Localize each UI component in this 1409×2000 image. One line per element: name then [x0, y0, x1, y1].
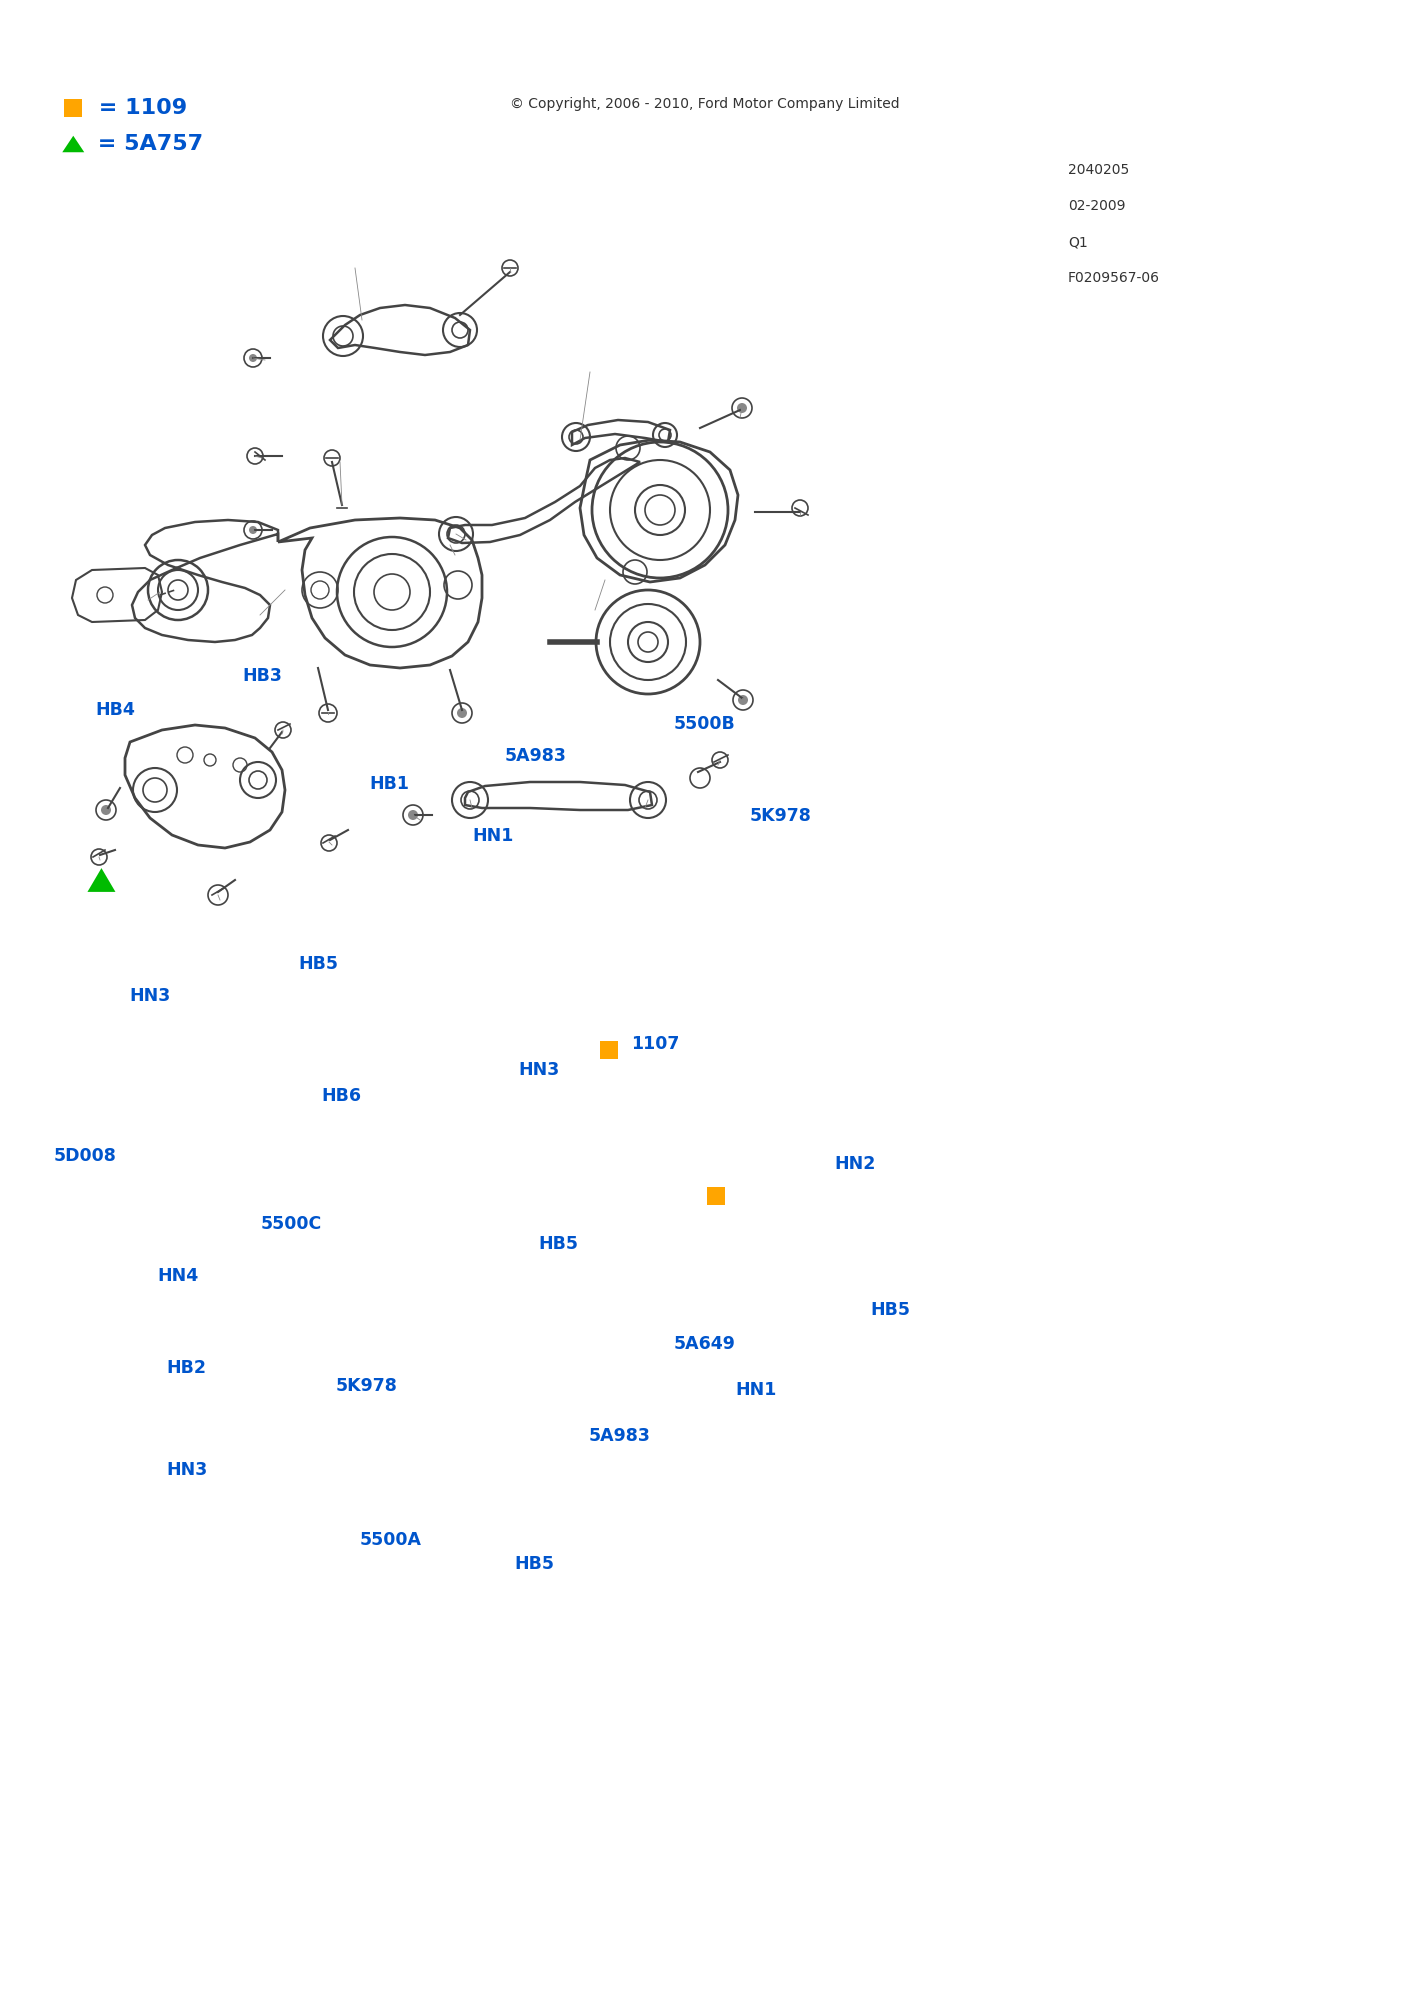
Text: 5K978: 5K978: [335, 1376, 397, 1396]
Text: HN1: HN1: [472, 828, 513, 844]
Circle shape: [737, 404, 747, 414]
Text: HB1: HB1: [369, 774, 409, 792]
Circle shape: [249, 354, 256, 362]
Text: HN1: HN1: [735, 1380, 776, 1400]
Polygon shape: [87, 868, 116, 892]
Text: 5A983: 5A983: [589, 1428, 651, 1444]
Text: HB5: HB5: [538, 1234, 578, 1252]
FancyBboxPatch shape: [65, 98, 82, 116]
FancyBboxPatch shape: [707, 1186, 724, 1204]
Text: HB5: HB5: [514, 1556, 554, 1572]
Text: 1107: 1107: [631, 1036, 679, 1052]
Text: HN3: HN3: [519, 1060, 559, 1080]
FancyBboxPatch shape: [600, 1040, 617, 1060]
Text: F0209567-06: F0209567-06: [1068, 270, 1160, 284]
Text: 5500A: 5500A: [359, 1532, 421, 1548]
Text: HB2: HB2: [166, 1360, 206, 1376]
Text: 5A983: 5A983: [504, 746, 566, 764]
Text: HB4: HB4: [96, 702, 135, 720]
Text: HB6: HB6: [321, 1088, 361, 1104]
Text: 02-2009: 02-2009: [1068, 200, 1126, 212]
Text: HN3: HN3: [130, 986, 170, 1004]
Circle shape: [249, 526, 256, 534]
Circle shape: [457, 708, 466, 718]
Text: 5500B: 5500B: [674, 716, 735, 732]
Text: 5500C: 5500C: [261, 1214, 321, 1232]
Circle shape: [409, 810, 418, 820]
Text: = 5A757: = 5A757: [90, 134, 203, 154]
Text: = 1109: = 1109: [92, 98, 187, 118]
Text: HB5: HB5: [871, 1300, 910, 1320]
Text: © Copyright, 2006 - 2010, Ford Motor Company Limited: © Copyright, 2006 - 2010, Ford Motor Com…: [510, 96, 899, 110]
Text: HN3: HN3: [166, 1460, 207, 1480]
Circle shape: [738, 696, 748, 706]
Text: HN2: HN2: [834, 1156, 875, 1172]
Text: Q1: Q1: [1068, 234, 1088, 248]
Polygon shape: [62, 136, 85, 152]
Text: 5K978: 5K978: [750, 806, 812, 824]
Text: HB5: HB5: [299, 956, 338, 974]
FancyBboxPatch shape: [600, 1040, 617, 1060]
Text: HB3: HB3: [242, 668, 282, 684]
Text: 5A649: 5A649: [674, 1336, 735, 1352]
Text: 2040205: 2040205: [1068, 164, 1129, 178]
Text: HN4: HN4: [158, 1268, 199, 1286]
Text: 5D008: 5D008: [54, 1148, 117, 1164]
Circle shape: [101, 804, 111, 816]
